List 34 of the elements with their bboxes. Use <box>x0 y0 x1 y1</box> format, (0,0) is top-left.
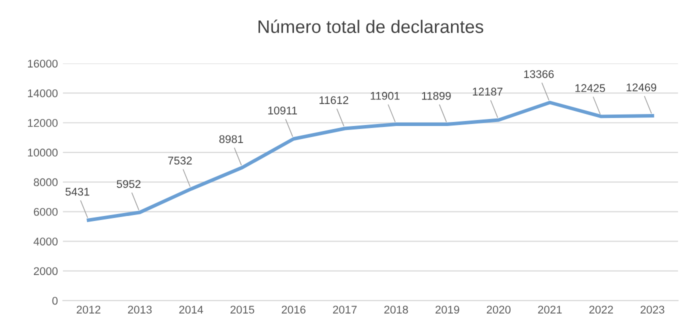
data-label: 11901 <box>370 92 400 100</box>
chart-title: Número total de declarantes <box>258 20 484 34</box>
y-tick-label: 0 <box>52 296 58 305</box>
data-label: 12425 <box>575 84 606 92</box>
data-label: 5952 <box>116 180 140 188</box>
data-label: 8981 <box>219 135 244 144</box>
y-tick-label: 2000 <box>34 267 58 276</box>
data-label: 5431 <box>66 188 90 196</box>
x-tick-label: 2017 <box>333 306 357 314</box>
y-tick-label: 6000 <box>34 208 58 216</box>
y-tick-label: 14000 <box>28 89 58 98</box>
x-tick-label: 2023 <box>640 306 664 314</box>
data-label: 10911 <box>268 106 297 114</box>
data-label: 12469 <box>626 84 656 92</box>
data-label: 12187 <box>472 88 502 96</box>
x-tick-label: 2021 <box>538 306 562 314</box>
x-tick-label: 2022 <box>589 306 613 314</box>
x-tick-label: 2014 <box>179 306 204 314</box>
data-label: 13366 <box>524 70 554 78</box>
x-tick-label: 2018 <box>384 306 408 314</box>
x-tick-label: 2015 <box>230 306 254 314</box>
x-tick-label: 2013 <box>128 306 152 314</box>
y-tick-label: 8000 <box>34 178 58 186</box>
y-tick-label: 12000 <box>28 119 58 127</box>
y-tick-label: 4000 <box>34 238 58 246</box>
y-tick-label: 16000 <box>28 60 58 68</box>
data-label: 7532 <box>168 156 192 165</box>
y-tick-label: 10000 <box>28 148 58 157</box>
data-label: 11899 <box>422 92 451 100</box>
data-label: 11612 <box>320 96 348 104</box>
x-tick-label: 2020 <box>486 306 511 314</box>
x-tick-label: 2012 <box>76 306 100 314</box>
x-tick-label: 2019 <box>436 306 460 314</box>
x-tick-label: 2016 <box>282 306 306 314</box>
